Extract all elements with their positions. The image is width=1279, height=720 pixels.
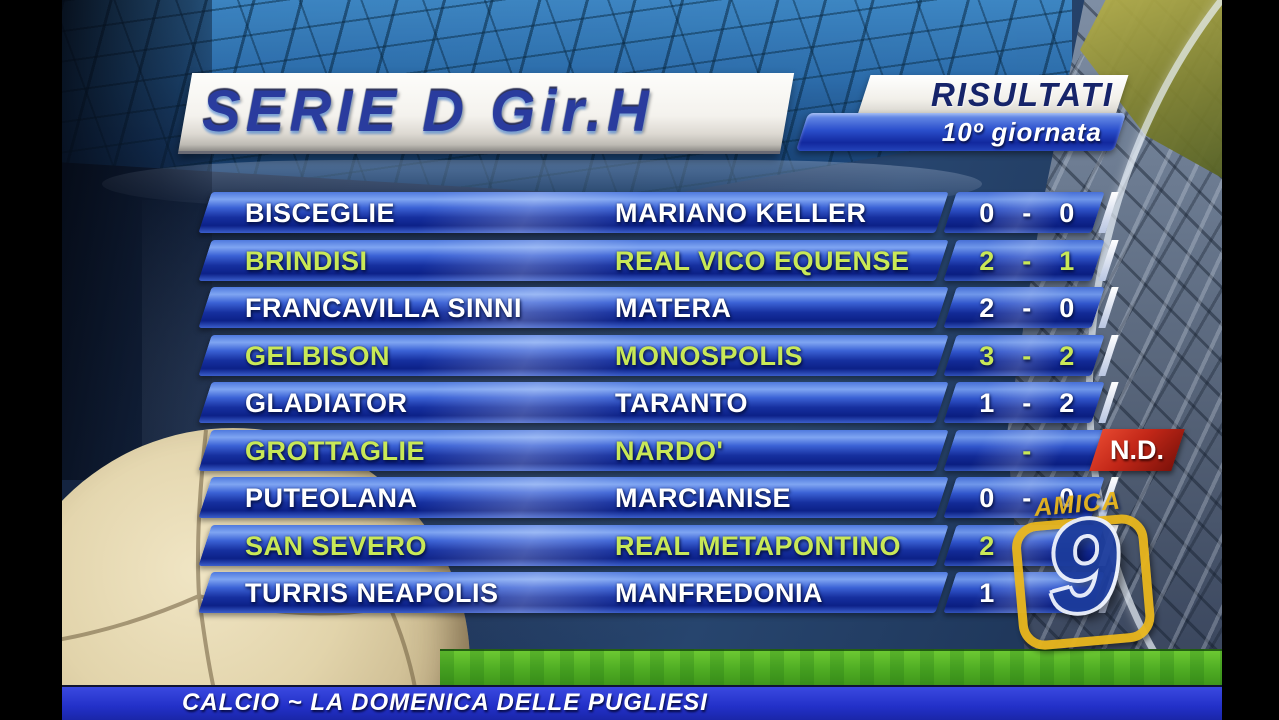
matchday-label: 10º giornata	[941, 117, 1102, 147]
home-team: BRINDISI	[245, 246, 368, 276]
home-score: 2	[979, 293, 995, 323]
match-row: TURRIS NEAPOLIS MANFREDONIA 1	[62, 572, 1222, 613]
away-score: 2	[1059, 388, 1075, 418]
home-team: SAN SEVERO	[245, 531, 428, 561]
home-team: BISCEGLIE	[245, 198, 396, 228]
away-team: MARCIANISE	[615, 483, 792, 513]
away-team: REAL VICO EQUENSE	[615, 246, 910, 276]
page-title: SERIE D Gir.H	[202, 79, 654, 144]
away-score: 0	[1059, 198, 1075, 228]
away-team: TARANTO	[615, 388, 748, 418]
match-row: GROTTAGLIE NARDO' -	[62, 430, 1222, 471]
match-row: GELBISON MONOSPOLIS 3 - 2	[62, 335, 1222, 376]
score-separator: -	[1022, 341, 1032, 371]
away-score	[1045, 430, 1089, 471]
away-team: NARDO'	[615, 436, 724, 466]
away-score: 1	[1059, 246, 1075, 276]
broadcast-area: SERIE D Gir.H RISULTATI 10º giornata BIS…	[62, 0, 1222, 720]
away-team: MANFREDONIA	[615, 578, 823, 608]
away-score: 2	[1059, 341, 1075, 371]
home-score: 2	[979, 531, 995, 561]
home-team: GELBISON	[245, 341, 391, 371]
home-score: 0	[979, 483, 995, 513]
away-score: 0	[1059, 483, 1075, 513]
match-row: PUTEOLANA MARCIANISE 0 - 0	[62, 477, 1222, 518]
away-team: MONOSPOLIS	[615, 341, 804, 371]
away-team: MARIANO KELLER	[615, 198, 867, 228]
results-label: RISULTATI	[931, 76, 1114, 113]
match-row: BRINDISI REAL VICO EQUENSE 2 - 1	[62, 240, 1222, 281]
home-team: GLADIATOR	[245, 388, 408, 418]
home-team: PUTEOLANA	[245, 483, 418, 513]
match-row: BISCEGLIE MARIANO KELLER 0 - 0	[62, 192, 1222, 233]
away-team: MATERA	[615, 293, 732, 323]
footer-label: CALCIO ~ LA DOMENICA DELLE PUGLIESI	[182, 689, 708, 716]
home-team: GROTTAGLIE	[245, 436, 425, 466]
stands-shadow-graphic	[62, 0, 212, 480]
home-score: 2	[979, 246, 995, 276]
away-score: 0	[1059, 293, 1075, 323]
nd-badge: N.D.	[1089, 429, 1185, 471]
score-separator: -	[1022, 293, 1032, 323]
score-separator: -	[1022, 436, 1032, 466]
home-team: FRANCAVILLA SINNI	[245, 293, 522, 323]
channel-logo: AMICA 9	[1001, 484, 1164, 652]
score-separator: -	[1022, 198, 1032, 228]
letterbox-left	[0, 0, 62, 720]
grass-strip-graphic	[440, 649, 1222, 690]
footer-bar: CALCIO ~ LA DOMENICA DELLE PUGLIESI	[62, 685, 1222, 720]
nd-label: N.D.	[1110, 435, 1164, 465]
letterbox-right	[1222, 0, 1279, 720]
match-row: SAN SEVERO REAL METAPONTINO 2	[62, 525, 1222, 566]
channel-number-label: 9	[1041, 492, 1125, 641]
match-row: FRANCAVILLA SINNI MATERA 2 - 0	[62, 287, 1222, 328]
match-row: GLADIATOR TARANTO 1 - 2	[62, 382, 1222, 423]
home-score	[965, 430, 1009, 471]
away-team: REAL METAPONTINO	[615, 531, 902, 561]
home-score: 1	[979, 388, 995, 418]
home-score: 3	[979, 341, 995, 371]
home-team: TURRIS NEAPOLIS	[245, 578, 499, 608]
score-separator: -	[1022, 483, 1032, 513]
home-score: 0	[979, 198, 995, 228]
score-separator: -	[1022, 388, 1032, 418]
score-separator: -	[1022, 246, 1032, 276]
home-score: 1	[979, 578, 995, 608]
